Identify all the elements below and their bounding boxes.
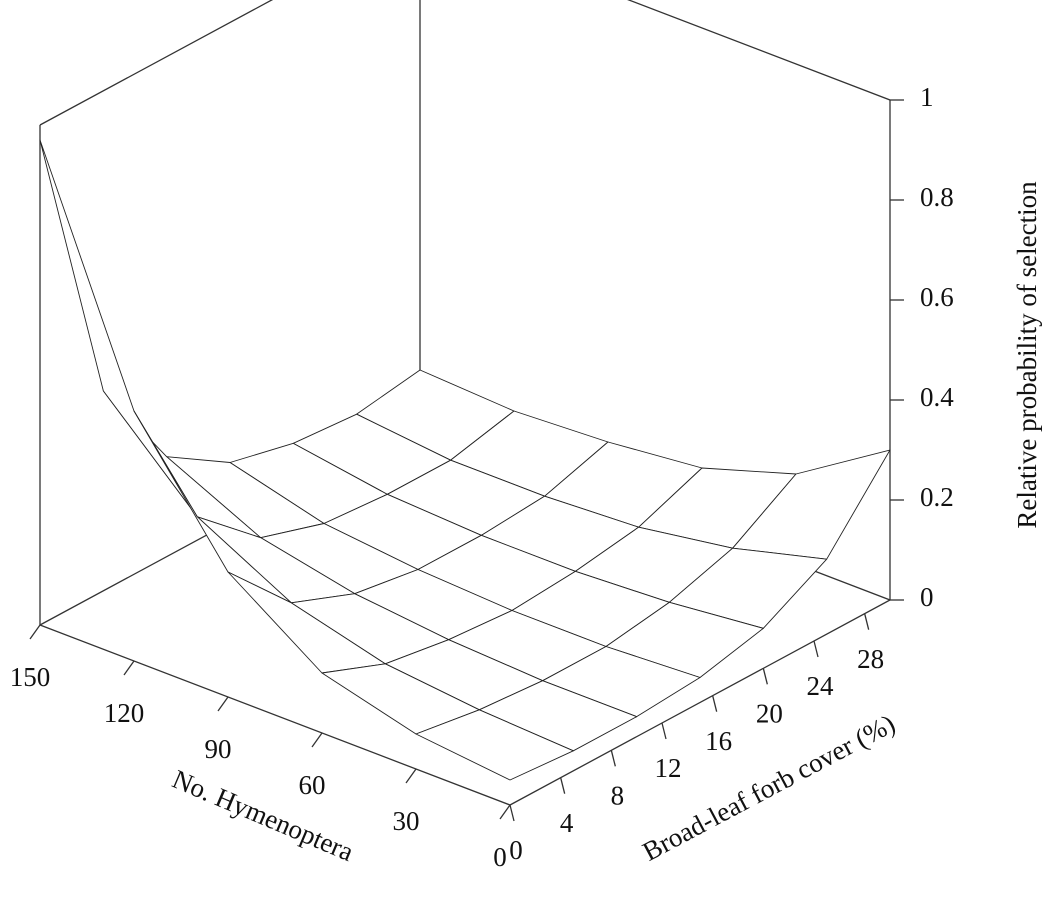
frame-edge	[627, 0, 891, 101]
surface-cell	[415, 709, 574, 781]
y-tick-label: 8	[611, 781, 625, 811]
x-tick-label: 150	[10, 662, 51, 692]
x-tick	[499, 804, 511, 820]
frame-edge	[39, 624, 511, 806]
y-axis-title: Broad-leaf forb cover (%)	[638, 708, 900, 866]
y-tick	[661, 722, 667, 740]
y-tick	[762, 668, 768, 685]
x-tick-label: 90	[205, 734, 232, 764]
y-tick-label: 16	[705, 726, 732, 756]
x-tick	[217, 696, 229, 712]
y-tick	[864, 613, 870, 630]
x-tick	[311, 732, 323, 748]
x-tick	[29, 624, 41, 640]
y-tick	[813, 640, 819, 658]
y-tick	[712, 695, 718, 712]
x-tick-label: 30	[393, 806, 420, 836]
frame-edge	[39, 0, 274, 126]
z-tick-label: 0.8	[920, 182, 954, 212]
y-tick	[509, 804, 515, 822]
x-tick-label: 120	[104, 698, 145, 728]
y-tick	[560, 777, 566, 794]
y-tick-label: 12	[655, 753, 682, 783]
z-tick-label: 0	[920, 582, 934, 612]
z-axis-title: Relative probability of selection	[1012, 181, 1042, 529]
x-tick-label: 60	[299, 770, 326, 800]
z-tick-label: 0.4	[920, 382, 954, 412]
y-tick	[610, 750, 616, 767]
x-tick-label: 0	[493, 842, 507, 872]
y-tick-label: 28	[857, 644, 884, 674]
z-tick-label: 0.6	[920, 282, 954, 312]
y-tick-label: 24	[807, 671, 835, 701]
x-tick	[405, 768, 417, 784]
y-tick-label: 4	[560, 808, 574, 838]
frame-edge	[509, 599, 891, 806]
y-tick-label: 0	[509, 835, 523, 865]
z-tick-label: 1	[920, 82, 934, 112]
z-tick-label: 0.2	[920, 482, 954, 512]
x-tick	[123, 660, 135, 676]
x-axis-title: No. Hymenoptera	[168, 764, 358, 867]
y-tick-label: 20	[756, 699, 783, 729]
